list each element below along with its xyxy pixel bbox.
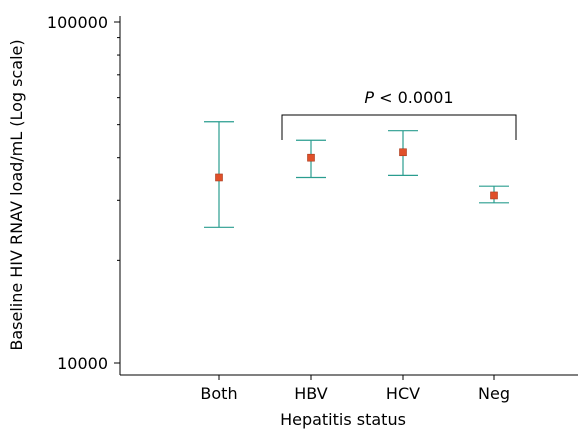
- mean-marker: [399, 148, 407, 157]
- x-axis-label: Hepatitis status: [280, 410, 406, 429]
- ticks: 10000 100000 Both HBV HCV Neg: [47, 13, 510, 403]
- errorbar-hcv: [388, 130, 418, 176]
- y-tick-label: 10000: [57, 354, 108, 373]
- p-value-label: P < 0.0001: [364, 88, 453, 107]
- mean-marker: [307, 153, 315, 162]
- p-symbol: P: [364, 88, 374, 107]
- y-axis-label: Baseline HIV RNAV load/mL (Log scale): [7, 39, 26, 350]
- errorbar-hbv: [296, 139, 326, 179]
- mean-marker: [215, 173, 223, 182]
- errorbar-neg: [479, 185, 509, 204]
- mean-marker: [490, 191, 498, 200]
- x-tick-label: HBV: [294, 384, 328, 403]
- x-tick-label: Neg: [478, 384, 510, 403]
- y-tick-label: 100000: [47, 13, 108, 32]
- significance-bracket: [281, 114, 517, 140]
- x-tick-label: HCV: [386, 384, 420, 403]
- marks: [204, 121, 509, 228]
- annotation: P < 0.0001: [281, 88, 517, 140]
- errorbar-both: [204, 121, 234, 228]
- p-value-text: < 0.0001: [374, 88, 454, 107]
- axes: [119, 16, 578, 376]
- x-tick-label: Both: [200, 384, 237, 403]
